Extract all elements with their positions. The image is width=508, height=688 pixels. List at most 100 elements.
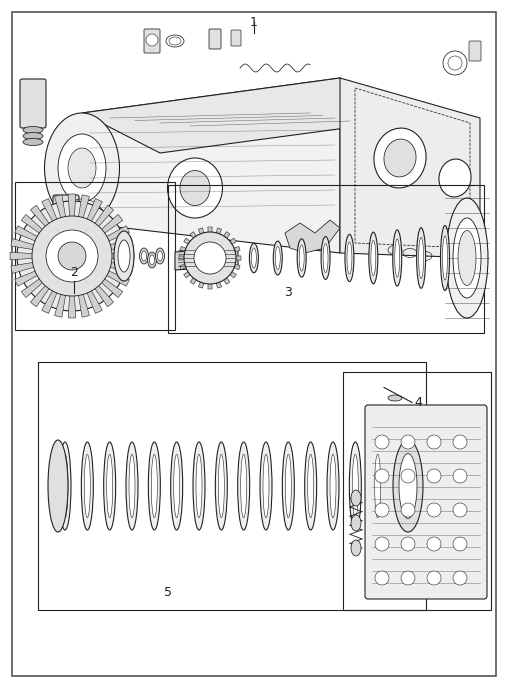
Wedge shape	[210, 258, 240, 270]
Ellipse shape	[327, 442, 339, 530]
Ellipse shape	[149, 255, 154, 265]
Wedge shape	[21, 215, 72, 256]
Circle shape	[453, 469, 467, 483]
Ellipse shape	[118, 240, 130, 272]
Ellipse shape	[23, 127, 43, 133]
Circle shape	[375, 469, 389, 483]
FancyBboxPatch shape	[20, 79, 46, 128]
Wedge shape	[54, 256, 72, 317]
Circle shape	[427, 571, 441, 585]
Circle shape	[401, 571, 415, 585]
Wedge shape	[42, 256, 72, 314]
Ellipse shape	[305, 442, 316, 530]
Ellipse shape	[126, 442, 138, 530]
Wedge shape	[11, 239, 72, 256]
Wedge shape	[68, 256, 76, 318]
Circle shape	[401, 537, 415, 551]
Ellipse shape	[81, 442, 93, 530]
Ellipse shape	[104, 442, 116, 530]
Ellipse shape	[114, 231, 134, 281]
Ellipse shape	[62, 454, 68, 517]
Wedge shape	[210, 232, 230, 258]
Ellipse shape	[351, 490, 361, 506]
Ellipse shape	[393, 440, 423, 532]
Ellipse shape	[297, 239, 306, 277]
Wedge shape	[11, 256, 72, 273]
Wedge shape	[72, 256, 123, 297]
Text: 2: 2	[70, 266, 78, 279]
Ellipse shape	[330, 454, 336, 517]
Ellipse shape	[180, 171, 210, 206]
Ellipse shape	[308, 454, 313, 517]
Polygon shape	[175, 248, 238, 270]
Ellipse shape	[241, 454, 247, 517]
Ellipse shape	[299, 245, 304, 271]
Ellipse shape	[196, 454, 202, 517]
Circle shape	[46, 230, 98, 282]
Wedge shape	[184, 238, 210, 258]
Wedge shape	[72, 256, 114, 307]
Ellipse shape	[353, 454, 358, 517]
Ellipse shape	[107, 454, 113, 517]
Wedge shape	[68, 194, 76, 256]
Ellipse shape	[48, 440, 68, 532]
Wedge shape	[21, 256, 72, 297]
Ellipse shape	[442, 236, 448, 280]
Wedge shape	[208, 258, 212, 289]
Ellipse shape	[399, 453, 417, 519]
Wedge shape	[72, 195, 89, 256]
Circle shape	[58, 242, 86, 270]
Ellipse shape	[384, 139, 416, 177]
Wedge shape	[180, 258, 210, 270]
Ellipse shape	[174, 454, 180, 517]
Ellipse shape	[419, 237, 424, 279]
Wedge shape	[184, 258, 210, 278]
Ellipse shape	[58, 134, 106, 202]
Circle shape	[453, 571, 467, 585]
FancyBboxPatch shape	[209, 29, 221, 49]
FancyBboxPatch shape	[53, 195, 79, 237]
Ellipse shape	[453, 218, 481, 298]
Ellipse shape	[151, 454, 157, 517]
Ellipse shape	[84, 454, 90, 517]
Ellipse shape	[193, 442, 205, 530]
Wedge shape	[72, 205, 114, 256]
Wedge shape	[72, 252, 134, 260]
Ellipse shape	[226, 246, 235, 270]
Wedge shape	[199, 228, 210, 258]
Ellipse shape	[351, 540, 361, 556]
Wedge shape	[210, 258, 236, 278]
Polygon shape	[82, 78, 420, 153]
Circle shape	[375, 571, 389, 585]
Wedge shape	[190, 258, 210, 284]
Circle shape	[401, 469, 415, 483]
Ellipse shape	[168, 158, 223, 218]
Bar	[168, 185, 484, 333]
Wedge shape	[54, 195, 72, 256]
Wedge shape	[210, 246, 240, 258]
Circle shape	[32, 216, 112, 296]
Ellipse shape	[394, 442, 406, 530]
Ellipse shape	[142, 251, 146, 261]
Ellipse shape	[249, 244, 259, 272]
Circle shape	[375, 503, 389, 517]
Wedge shape	[72, 256, 89, 317]
Wedge shape	[30, 256, 72, 307]
Polygon shape	[340, 78, 480, 258]
Wedge shape	[72, 239, 133, 256]
Ellipse shape	[425, 425, 439, 431]
Bar	[15, 182, 175, 330]
Text: 5: 5	[164, 586, 172, 599]
Wedge shape	[15, 256, 72, 286]
Ellipse shape	[129, 454, 135, 517]
Circle shape	[401, 435, 415, 449]
Ellipse shape	[68, 148, 96, 188]
FancyBboxPatch shape	[469, 41, 481, 61]
Ellipse shape	[440, 226, 450, 290]
Ellipse shape	[147, 252, 156, 268]
Circle shape	[427, 469, 441, 483]
Circle shape	[427, 435, 441, 449]
Ellipse shape	[23, 138, 43, 145]
Wedge shape	[180, 246, 210, 258]
Ellipse shape	[157, 251, 163, 261]
